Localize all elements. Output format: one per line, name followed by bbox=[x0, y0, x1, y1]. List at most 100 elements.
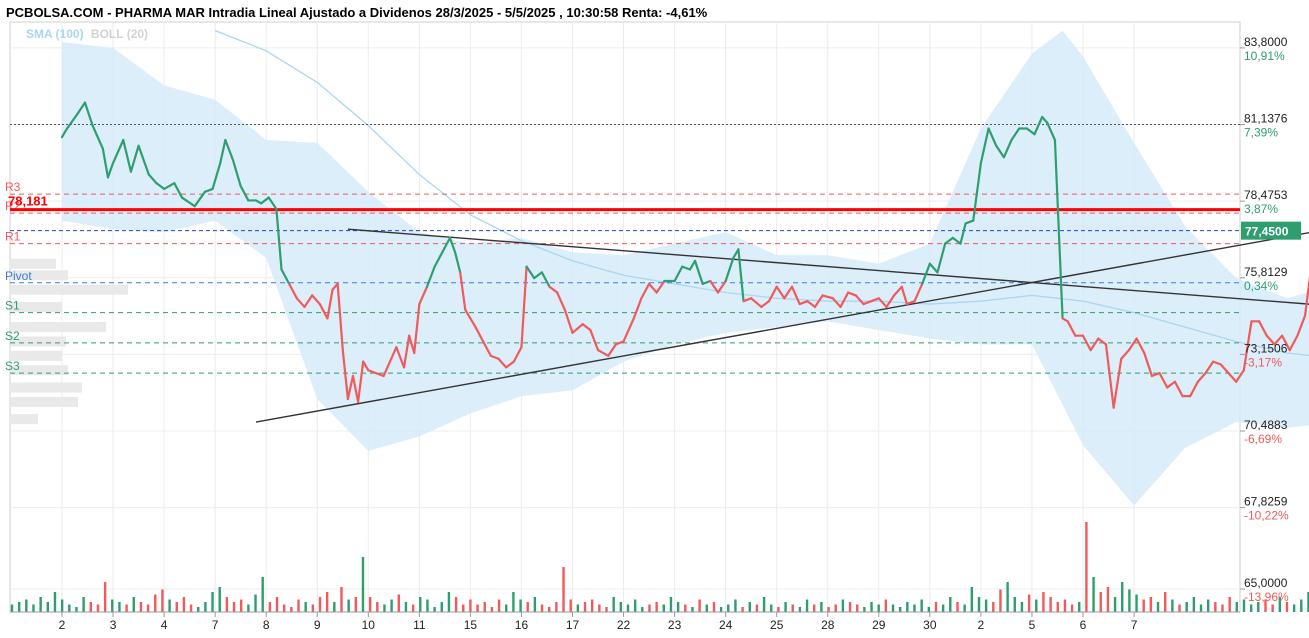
price-segment bbox=[750, 297, 763, 309]
volume-bar bbox=[841, 599, 845, 612]
volume-bar bbox=[411, 604, 415, 612]
price-segment bbox=[341, 348, 349, 401]
volume-bar bbox=[848, 602, 852, 612]
volume-bar bbox=[440, 602, 443, 612]
volume-bar bbox=[53, 592, 57, 612]
volume-bar bbox=[261, 577, 264, 612]
price-segment bbox=[821, 294, 834, 300]
price-segment bbox=[1010, 127, 1021, 142]
volume-bar bbox=[526, 602, 529, 612]
volume-bar bbox=[512, 592, 515, 612]
volume-bar bbox=[977, 597, 981, 612]
volume-bar bbox=[168, 599, 171, 612]
price-segment bbox=[464, 308, 477, 329]
price-segment bbox=[163, 182, 176, 191]
volume-bar bbox=[1206, 599, 1210, 612]
price-segment bbox=[1242, 320, 1253, 372]
volume-bar bbox=[125, 604, 128, 612]
x-tick-label: 7 bbox=[1131, 618, 1138, 632]
price-segment bbox=[155, 182, 166, 191]
volume-bar bbox=[211, 592, 214, 612]
volume-bar bbox=[1257, 602, 1260, 612]
price-segment bbox=[571, 323, 584, 334]
volume-bar bbox=[232, 602, 236, 612]
volume-bar bbox=[490, 607, 494, 612]
volume-bar bbox=[612, 597, 615, 612]
volume-bar bbox=[103, 582, 107, 612]
price-segment bbox=[775, 285, 786, 300]
y-tick-label: 81,1376 bbox=[1244, 112, 1288, 126]
volume-bar bbox=[884, 599, 888, 612]
y-tick-pct: 0,34% bbox=[1244, 279, 1278, 293]
sma-legend: SMA (100) bbox=[26, 27, 84, 41]
volume-bar bbox=[354, 597, 358, 612]
volume-bar bbox=[834, 604, 837, 612]
price-segment bbox=[1143, 351, 1154, 378]
price-segment bbox=[224, 138, 235, 162]
volume-bar bbox=[691, 607, 694, 612]
price-segment bbox=[632, 297, 643, 320]
volume-bar bbox=[956, 602, 959, 612]
y-tick-pct: 10,91% bbox=[1244, 49, 1285, 63]
volume-bar bbox=[462, 604, 465, 612]
volume-bar bbox=[891, 604, 895, 612]
price-segment bbox=[193, 190, 207, 208]
x-tick-label: 11 bbox=[413, 618, 426, 632]
price-segment bbox=[640, 282, 651, 300]
volume-bar bbox=[734, 599, 737, 612]
volume-bar bbox=[39, 597, 42, 612]
volume-bar bbox=[777, 607, 780, 612]
volume-bar bbox=[304, 602, 307, 612]
x-tick-label: 9 bbox=[314, 618, 321, 632]
x-tick-label: 24 bbox=[719, 618, 733, 632]
volume-bar bbox=[727, 604, 730, 612]
volume-bar bbox=[419, 597, 422, 612]
price-segment bbox=[1196, 372, 1207, 383]
volume-bar bbox=[161, 589, 164, 612]
date-axis: 2 3 4 7 8 9 10 11 15 16 17 22 23 24 25 28 29 30 2 5 6 7 bbox=[10, 611, 1240, 632]
resistance-label: 78,181 bbox=[8, 194, 48, 209]
volume-bar bbox=[75, 607, 78, 612]
volume-bar bbox=[404, 602, 408, 612]
price-segment bbox=[326, 288, 334, 320]
price-segment bbox=[647, 282, 658, 294]
level-label-s2: S2 bbox=[5, 329, 20, 343]
volume-bar bbox=[913, 604, 916, 612]
y-tick-pct: 7,39% bbox=[1244, 126, 1278, 140]
volume-bar bbox=[32, 604, 35, 612]
price-segment bbox=[1097, 337, 1108, 346]
price-segment bbox=[921, 262, 931, 286]
x-tick-label: 17 bbox=[566, 618, 580, 632]
volume-bar bbox=[877, 604, 880, 612]
volume-bar bbox=[856, 604, 859, 612]
price-segment bbox=[459, 271, 467, 311]
volume-bar bbox=[762, 597, 766, 612]
volume-bar bbox=[698, 599, 701, 612]
level-label-s3: S3 bbox=[5, 359, 20, 373]
volume-bar bbox=[218, 587, 221, 612]
price-segment bbox=[390, 346, 398, 360]
volume-bar bbox=[1063, 599, 1067, 612]
price-segment bbox=[267, 196, 278, 211]
volume-bar bbox=[1099, 592, 1102, 612]
price-segment bbox=[505, 360, 515, 369]
price-line bbox=[60, 101, 1309, 409]
price-segment bbox=[1235, 369, 1245, 383]
price-segment bbox=[280, 268, 291, 286]
volume-bar bbox=[311, 604, 315, 612]
price-segment bbox=[122, 138, 133, 173]
volume-bar bbox=[1214, 602, 1217, 612]
x-tick-label: 30 bbox=[923, 618, 937, 632]
trendlines bbox=[255, 228, 1309, 423]
y-tick-label: 70,4883 bbox=[1244, 418, 1288, 432]
price-segment bbox=[147, 173, 158, 185]
volume-bar bbox=[132, 597, 135, 612]
volume-bars bbox=[10, 522, 1309, 612]
volume-bar bbox=[533, 597, 537, 612]
volume-bar bbox=[1264, 599, 1267, 612]
price-segment bbox=[137, 144, 150, 176]
price-segment bbox=[231, 159, 242, 188]
